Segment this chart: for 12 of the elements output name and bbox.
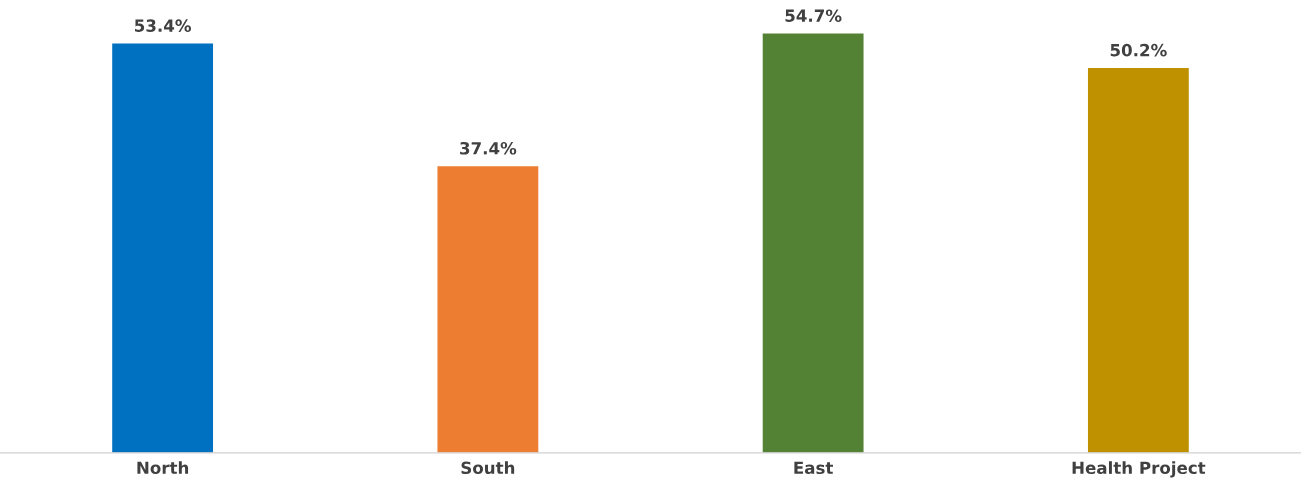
bar (762, 33, 864, 453)
x-tick-label: North (137, 461, 189, 475)
x-tick-label: East (794, 461, 833, 475)
x-tick-label: South (461, 461, 515, 475)
data-label: 54.7% (785, 9, 842, 22)
data-label: 53.4% (135, 19, 192, 32)
bar (437, 166, 539, 453)
bar (1087, 68, 1189, 453)
data-label: 37.4% (460, 141, 517, 155)
x-tick-label: Health Project (1072, 461, 1206, 478)
data-label: 50.2% (1110, 43, 1167, 57)
bar (112, 43, 214, 453)
